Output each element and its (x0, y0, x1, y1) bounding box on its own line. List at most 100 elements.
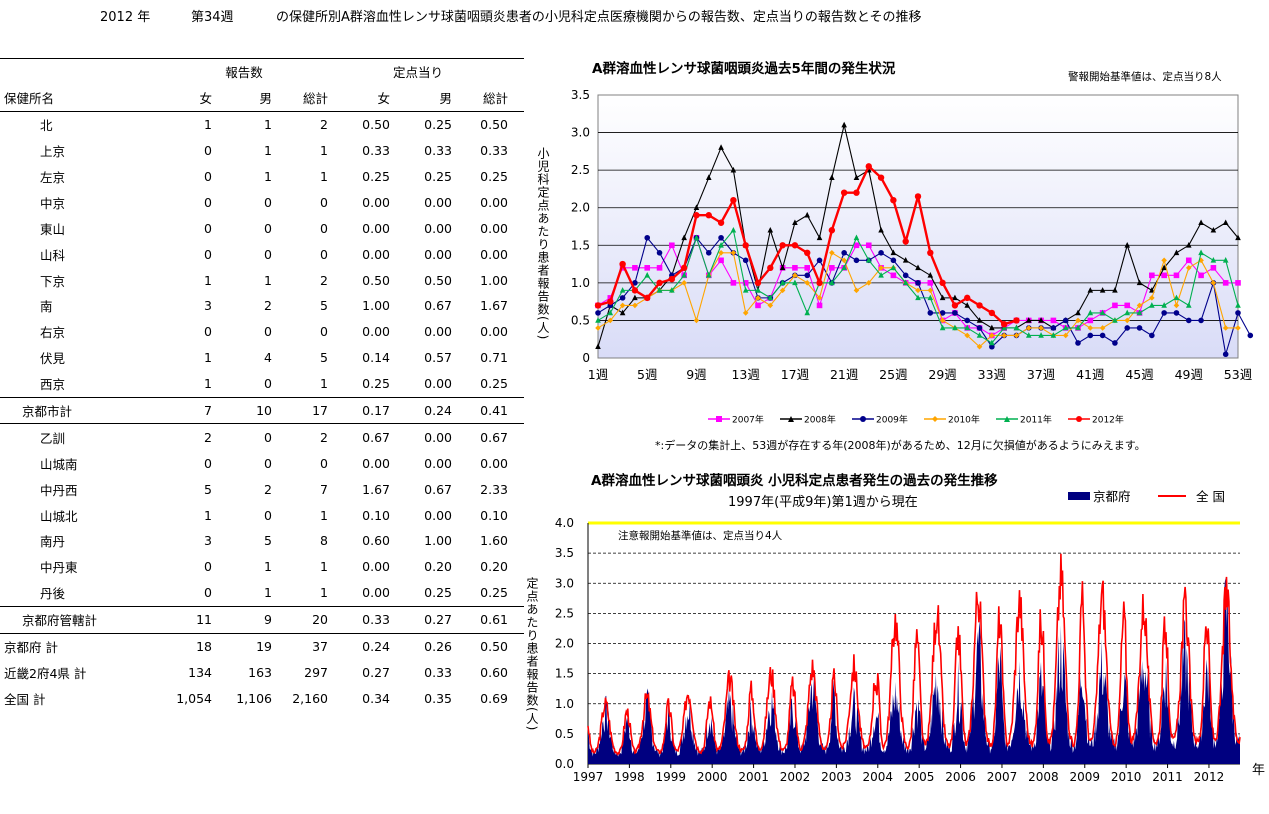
data-point (989, 343, 995, 350)
table-cell: 0.34 (362, 690, 390, 706)
data-point (939, 324, 946, 331)
legend-marker (716, 416, 722, 422)
data-point (644, 294, 651, 302)
table-cell: 0 (204, 194, 212, 210)
data-point (915, 294, 921, 301)
data-point (767, 294, 774, 301)
table-cell: 18 (160, 632, 212, 660)
table-cell: 0.67 (328, 423, 390, 451)
table-cell: 0.25 (424, 117, 452, 133)
data-point (804, 280, 811, 286)
weekly-chart-title: A群溶血性レンサ球菌咽頭炎過去5年間の発生状況 (592, 60, 896, 77)
data-point (840, 189, 848, 196)
data-point (841, 250, 847, 256)
data-point (1087, 317, 1094, 324)
table-cell: 17 (272, 396, 328, 424)
data-point (853, 242, 860, 249)
data-point (717, 219, 725, 226)
y-tick-label: 0.0 (555, 757, 574, 771)
column-header: 総計 (272, 84, 328, 112)
data-point (791, 242, 799, 249)
table-cell: 0.50 (480, 117, 508, 133)
table-cell: 0.69 (480, 690, 508, 706)
table-cell: 1 (204, 272, 212, 288)
data-point (1062, 332, 1069, 339)
table-cell: 0.67 (452, 423, 508, 451)
data-point (1149, 332, 1155, 339)
y-tick-label: 4.0 (555, 516, 574, 530)
data-point (927, 249, 934, 256)
data-point (1062, 317, 1069, 324)
table-cell: 1.00 (480, 272, 508, 288)
y-tick-label: 0 (582, 351, 590, 365)
data-point (792, 272, 798, 279)
table-cell: 1 (264, 169, 272, 184)
x-tick-label: 25週 (879, 367, 908, 382)
table-cell: 0.00 (480, 246, 508, 262)
table-cell: 0.25 (424, 585, 452, 601)
data-point (619, 295, 626, 301)
data-point (829, 279, 835, 286)
table-cell: 1.00 (424, 533, 452, 549)
data-point (1025, 317, 1032, 323)
table-row: 上京 0 1 1 0.33 0.33 0.33 (0, 138, 524, 164)
table-cell: 0 (212, 423, 272, 451)
data-point (890, 197, 897, 204)
data-point (607, 298, 614, 305)
data-point (816, 295, 823, 301)
data-point (767, 302, 774, 309)
table-cell: 0.00 (362, 455, 390, 471)
data-point (939, 294, 946, 301)
y-tick-label: 3.5 (555, 546, 574, 560)
row-name: 近畿2府4県 計 (4, 665, 87, 681)
data-point (952, 294, 958, 301)
x-tick-label: 53週 (1224, 367, 1253, 382)
data-point (1050, 317, 1057, 324)
data-point (939, 279, 946, 287)
table-cell: 0.25 (480, 169, 508, 184)
table-cell: 0.00 (362, 559, 390, 575)
alert-threshold-note: 警報開始基準値は、定点当り8人 (1068, 70, 1222, 83)
data-point (853, 189, 860, 196)
data-point (964, 324, 971, 331)
data-point (989, 332, 995, 339)
data-point (816, 257, 823, 264)
data-point (767, 226, 774, 233)
data-point (914, 193, 922, 200)
data-point (804, 249, 811, 256)
data-point (1112, 317, 1118, 323)
data-point (1210, 280, 1217, 286)
data-point (1198, 249, 1204, 256)
table-cell: 134 (188, 664, 212, 680)
x-tick-label: 1999 (656, 770, 687, 784)
table-cell: 0.20 (424, 559, 452, 575)
data-point (1161, 302, 1167, 308)
data-point (742, 257, 749, 264)
data-point (1124, 325, 1131, 331)
data-point (718, 250, 724, 256)
data-point (632, 280, 638, 286)
table-cell: 11 (160, 605, 212, 634)
table-row: 近畿2府4県 計 134 163 297 0.27 0.33 0.60 (0, 659, 524, 685)
data-point (718, 241, 724, 248)
data-point (952, 324, 958, 331)
table-cell: 0 (204, 246, 212, 262)
data-point (632, 302, 638, 309)
data-point (718, 257, 724, 264)
data-point (632, 265, 638, 271)
data-point (1161, 257, 1167, 264)
legend-area-swatch (1068, 492, 1090, 500)
legend-marker (860, 416, 866, 422)
row-name: 上京 (40, 144, 66, 160)
data-point (1038, 332, 1044, 338)
table-cell: 0 (320, 324, 328, 340)
data-point (595, 343, 601, 350)
data-point (632, 294, 638, 301)
table-cell: 0.10 (362, 507, 390, 523)
x-tick-label: 33週 (978, 367, 1007, 382)
table-cell: 0.27 (390, 605, 452, 634)
table-cell: 0 (320, 455, 328, 471)
x-tick-label: 29週 (928, 367, 957, 382)
table-cell: 0.00 (424, 324, 452, 340)
data-point (1210, 257, 1217, 263)
